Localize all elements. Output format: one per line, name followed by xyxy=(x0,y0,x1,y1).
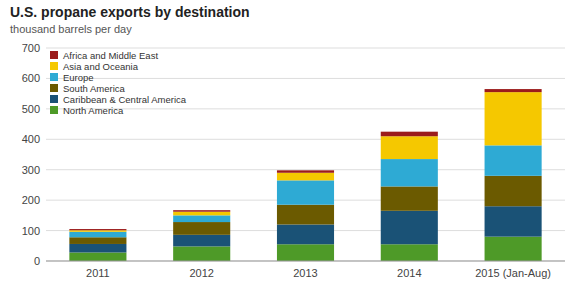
bar-segment xyxy=(381,159,438,186)
y-tick-label: 0 xyxy=(34,255,40,267)
legend-label: Africa and Middle East xyxy=(63,50,158,61)
y-tick-label: 100 xyxy=(22,225,40,237)
x-tick-label: 2012 xyxy=(189,267,213,279)
x-tick-label: 2014 xyxy=(397,267,421,279)
y-tick-label: 700 xyxy=(22,42,40,54)
bar-segment xyxy=(69,230,126,232)
grid-line xyxy=(46,48,565,49)
bars xyxy=(69,89,541,261)
legend-swatch xyxy=(50,84,58,92)
bar-segment xyxy=(69,252,126,261)
legend-label: Caribbean & Central America xyxy=(63,94,187,105)
bar-segment xyxy=(381,132,438,137)
grid-line xyxy=(46,261,565,262)
chart-container: U.S. propane exports by destination thous… xyxy=(0,0,575,287)
grid xyxy=(46,48,565,261)
legend: Africa and Middle EastAsia and OceaniaEu… xyxy=(50,50,187,116)
bar-segment xyxy=(173,246,230,261)
bar-segment xyxy=(69,232,126,237)
bar-segment xyxy=(173,212,230,216)
y-tick-label: 600 xyxy=(22,72,40,84)
bar-segment xyxy=(173,215,230,222)
y-tick-label: 300 xyxy=(22,164,40,176)
legend-swatch xyxy=(50,73,58,81)
bar-segment xyxy=(485,176,542,206)
bar-segment xyxy=(69,229,126,230)
bar-segment xyxy=(173,235,230,247)
bar-segment xyxy=(173,210,230,212)
legend-swatch xyxy=(50,62,58,70)
x-tick-label: 2011 xyxy=(86,267,110,279)
bar-segment xyxy=(173,222,230,235)
legend-label: Asia and Oceania xyxy=(63,61,139,72)
legend-label: North America xyxy=(63,105,124,116)
x-tick-label: 2013 xyxy=(293,267,317,279)
bar-segment xyxy=(485,92,542,145)
y-tick-label: 200 xyxy=(22,194,40,206)
bar-segment xyxy=(485,206,542,236)
bar-segment xyxy=(277,224,334,244)
chart-svg: U.S. propane exports by destination thous… xyxy=(0,0,575,287)
bar-segment xyxy=(69,237,126,244)
x-tick-label: 2015 (Jan-Aug) xyxy=(475,267,551,279)
legend-swatch xyxy=(50,95,58,103)
legend-label: South America xyxy=(63,83,125,94)
bar-segment xyxy=(277,173,334,181)
bar-segment xyxy=(381,136,438,159)
bar-segment xyxy=(69,244,126,253)
bar-segment xyxy=(485,145,542,175)
title: U.S. propane exports by destination xyxy=(10,4,250,20)
legend-label: Europe xyxy=(63,72,94,83)
bar-segment xyxy=(485,89,542,92)
bar-segment xyxy=(485,237,542,261)
bar-segment xyxy=(381,244,438,261)
bar-segment xyxy=(277,244,334,261)
bar-segment xyxy=(277,170,334,172)
bar-segment xyxy=(381,211,438,244)
y-tick-label: 400 xyxy=(22,133,40,145)
y-tick-label: 500 xyxy=(22,103,40,115)
bar-segment xyxy=(277,205,334,225)
x-axis-line xyxy=(46,261,565,262)
bar-segment xyxy=(381,186,438,210)
legend-swatch xyxy=(50,51,58,59)
grid-line xyxy=(46,78,565,79)
bar-segment xyxy=(277,180,334,204)
subtitle: thousand barrels per day xyxy=(10,23,132,35)
legend-swatch xyxy=(50,106,58,114)
